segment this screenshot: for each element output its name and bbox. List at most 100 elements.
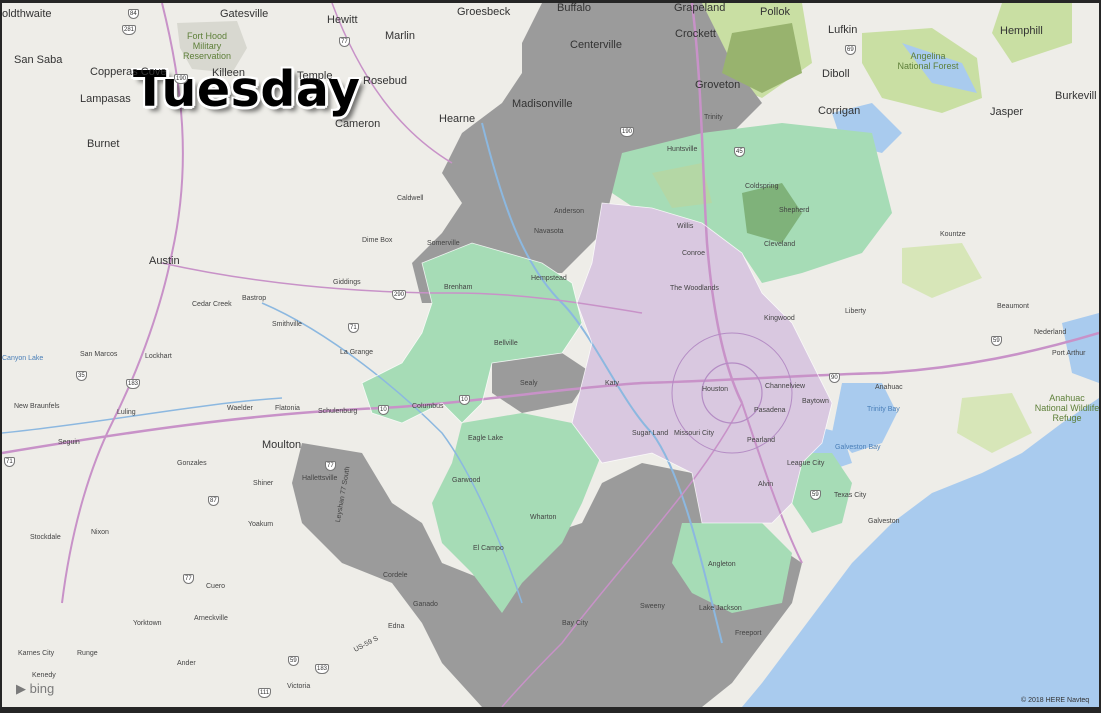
bing-icon: ▶ [16,681,26,696]
city-label: Channelview [765,383,806,390]
city-label: Schulenburg [318,408,358,415]
city-label: Corrigan [818,105,861,117]
city-label: Copperas Cove [90,66,167,78]
city-label: Angleton [708,561,736,568]
city-label: Shiner [253,480,274,487]
city-label: Smithville [272,321,302,328]
city-label: Missouri City [674,430,715,437]
city-label: Wharton [530,514,557,521]
city-label: Houston [702,386,729,393]
city-label: Centerville [570,39,622,51]
city-label: Hewitt [327,14,358,26]
city-label: Garwood [452,477,481,484]
provider-name: bing [29,681,55,696]
highway-shield-icon: 190 [620,127,635,137]
city-label: Madisonville [512,98,573,110]
highway-shield-icon: 111 [258,688,272,698]
city-label: Burkevill [1055,90,1097,102]
city-label: Pollok [760,6,790,18]
city-label: The Woodlands [670,285,719,292]
water-label: Galveston Bay [835,444,881,451]
city-label: Lockhart [145,353,172,360]
highway-shield-icon: 77 [339,37,350,47]
map-base-layer [2,3,1099,707]
city-label: Anderson [554,208,584,215]
highway-shield-icon: 290 [392,290,407,300]
city-label: Killeen [212,67,246,79]
city-label: Yorktown [133,620,162,627]
city-label: Cameron [335,118,381,130]
map-canvas[interactable]: Tuesday oldthwaite Gatesville Hewitt Groesb… [2,3,1099,707]
city-label: Coldspring [745,183,779,190]
city-label: Hallettsville [302,475,338,482]
city-label: Temple [297,70,333,82]
city-label: oldthwaite [2,8,52,20]
city-label: Huntsville [667,146,698,153]
city-label: San Saba [14,54,63,66]
highway-shield-icon: 59 [810,490,821,500]
day-title: Tuesday [133,61,361,118]
city-label: Trinity [704,114,723,121]
city-label: Lufkin [828,24,858,36]
highway-shield-icon: 77 [325,461,336,471]
city-label: Dime Box [362,237,393,244]
highway-shield-icon: 69 [845,45,856,55]
city-label: Kingwood [764,315,795,322]
city-label: Marlin [385,30,415,42]
city-label: Bay City [562,620,589,627]
city-label: Kountze [940,231,966,238]
park-label: Angelina National Forest [897,51,959,71]
city-label: Alvin [758,481,774,488]
city-label: Groveton [695,79,741,91]
city-label: Brenham [444,284,473,291]
city-label: Waelder [227,405,253,412]
city-label: Navasota [534,228,564,235]
park-label: Fort Hood Military Reservation [182,31,232,61]
city-label: Hearne [439,113,476,125]
city-label: Seguin [58,439,80,446]
city-label: Giddings [333,279,361,286]
city-label: Anahuac [875,384,903,391]
city-label: Victoria [287,683,311,690]
city-label: La Grange [340,349,374,356]
city-label: Willis [677,223,694,230]
city-label: Cedar Creek [192,301,232,308]
city-label: League City [787,460,825,467]
city-label: Austin [149,255,180,267]
city-label: Texas City [834,492,867,499]
city-label: Sugar Land [632,430,669,437]
highway-shield-icon: 183 [126,379,141,389]
highway-shield-icon: 183 [315,664,330,674]
city-label: Grapeland [674,3,726,14]
city-label: Somerville [427,240,460,247]
city-label: Crockett [675,28,716,40]
city-label: Columbus [412,403,444,410]
city-label: San Marcos [80,351,118,358]
highway-shield-icon: 59 [991,336,1002,346]
city-label: Edna [388,623,405,630]
city-label: Luling [117,409,136,416]
city-label: Gatesville [220,8,269,20]
city-label: Hempstead [531,275,567,282]
city-label: Yoakum [248,521,274,528]
city-label: Stockdale [30,534,61,541]
bing-logo: ▶ bing [16,681,54,697]
highway-shield-icon: 87 [208,496,219,506]
city-label: Ander [177,660,196,667]
city-label: Conroe [682,250,705,257]
city-label: Burnet [87,138,120,150]
city-label: Pasadena [754,407,786,414]
city-label: New Braunfels [14,403,60,410]
city-label: Galveston [868,518,900,525]
city-label: Runge [77,650,98,657]
city-label: Shepherd [779,207,810,214]
city-label: Bellville [494,340,518,347]
highway-shield-icon: 281 [122,25,137,35]
city-label: Nederland [1034,329,1067,336]
city-label: Jasper [990,106,1024,118]
highway-shield-icon: 71 [348,323,359,333]
highway-shield-icon: 77 [183,574,194,584]
city-label: Arneckville [194,615,228,622]
city-label: Sweeny [640,603,665,610]
